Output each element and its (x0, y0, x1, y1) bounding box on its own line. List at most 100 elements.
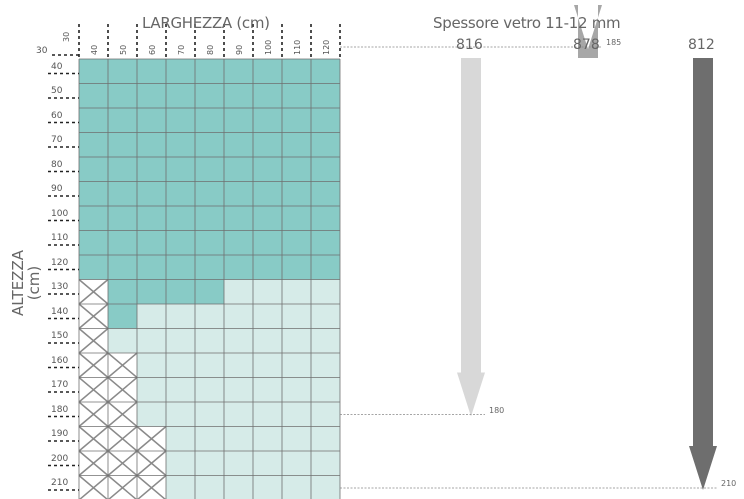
cross-line (107, 425, 138, 452)
grid-cell-dark (224, 59, 253, 84)
grid-cell-dark (108, 255, 137, 280)
grid-cell-dark (282, 108, 311, 133)
height-title-line2: (cm) (25, 265, 43, 301)
glass-thickness-label: Spessore vetro 11-12 mm (433, 14, 621, 32)
model-arrow-878 (574, 5, 602, 58)
grid-cell-dark (137, 59, 166, 84)
column-label-80: 80 (206, 44, 215, 55)
grid-cell-light (282, 353, 311, 378)
grid-cell-dark (282, 83, 311, 108)
grid-cell-dark (282, 255, 311, 280)
grid-cell-light (224, 451, 253, 476)
grid-cell-light (311, 328, 340, 353)
row-label-140: 140 (51, 306, 69, 317)
column-label-30: 30 (62, 31, 71, 42)
grid-cell-dark (253, 206, 282, 231)
cross-line (78, 278, 109, 305)
grid-cell-dark (166, 255, 195, 280)
grid-cell-light (195, 353, 224, 378)
grid-cell-light (282, 304, 311, 329)
grid-cell-dark (282, 157, 311, 182)
grid-cell-dark (253, 132, 282, 157)
grid-cell-light (195, 426, 224, 451)
grid-cell-dark (253, 59, 282, 84)
model-max-height-816: 180 (489, 405, 505, 415)
grid-cell-dark (79, 255, 108, 280)
grid-cell-light (137, 304, 166, 329)
origin-label: 30 (36, 46, 48, 56)
grid-cell-dark (166, 132, 195, 157)
width-title: LARGHEZZA (cm) (142, 14, 270, 32)
grid-cell-dark (108, 230, 137, 255)
grid-cell-light (137, 353, 166, 378)
grid-cell-light (195, 377, 224, 402)
grid-cell-light (224, 426, 253, 451)
grid-cell-dark (195, 206, 224, 231)
grid-cell-dark (224, 157, 253, 182)
cross-line (78, 401, 109, 428)
grid-cell-light (195, 475, 224, 499)
grid-cell-dark (224, 230, 253, 255)
cross-line (107, 376, 138, 403)
height-title: ALTEZZA (cm) (9, 248, 43, 318)
grid-cell-light (108, 328, 137, 353)
column-label-110: 110 (293, 39, 302, 55)
cross-line (79, 474, 109, 499)
cross-line (78, 376, 109, 403)
grid-cell-light (282, 377, 311, 402)
grid-cell-dark (137, 83, 166, 108)
grid-cell-light (166, 402, 195, 427)
grid-cell-dark (253, 108, 282, 133)
cross-line (78, 327, 109, 354)
grid-cell-light (282, 451, 311, 476)
grid-cell-light (311, 451, 340, 476)
grid-cell-dark (253, 83, 282, 108)
grid-cell-light (282, 475, 311, 499)
grid-cell-dark (195, 83, 224, 108)
column-label-40: 40 (90, 44, 99, 55)
grid-cell-light (311, 304, 340, 329)
grid-cell-light (311, 279, 340, 304)
row-label-50: 50 (51, 86, 63, 96)
row-label-60: 60 (51, 110, 63, 121)
grid-cell-dark (224, 255, 253, 280)
grid-cell-dark (137, 255, 166, 280)
grid-cell-dark (137, 108, 166, 133)
grid-cell-dark (311, 157, 340, 182)
grid-cell-dark (253, 157, 282, 182)
grid-cell-dark (224, 181, 253, 206)
grid-cell-dark (108, 304, 137, 329)
row-label-80: 80 (51, 159, 63, 170)
grid-cell-dark (195, 59, 224, 84)
grid-cell-light (195, 451, 224, 476)
grid-cell-dark (108, 132, 137, 157)
grid-cell-light (166, 475, 195, 499)
grid-cell-dark (137, 157, 166, 182)
grid-cell-light (311, 377, 340, 402)
grid-cell-dark (166, 206, 195, 231)
cross-line (107, 352, 138, 379)
grid-cell-light (311, 353, 340, 378)
grid-cell-light (282, 279, 311, 304)
grid-cell-light (224, 328, 253, 353)
grid-cell-dark (137, 206, 166, 231)
model-max-height-812: 210 (721, 479, 737, 488)
grid-cell-dark (195, 132, 224, 157)
grid-cell-light (253, 328, 282, 353)
grid-cell-light (166, 304, 195, 329)
column-label-50: 50 (119, 44, 128, 55)
grid-cell-dark (195, 255, 224, 280)
grid-cell-dark (166, 83, 195, 108)
row-label-210: 210 (51, 478, 69, 488)
row-label-90: 90 (51, 184, 63, 194)
grid-cell-dark (108, 206, 137, 231)
cross-line (78, 352, 109, 379)
grid-cell-dark (79, 181, 108, 206)
model-code-878: 878 (573, 37, 600, 53)
grid-cell-dark (311, 255, 340, 280)
grid-cell-light (282, 426, 311, 451)
cross-line (78, 425, 109, 452)
grid-cell-dark (108, 83, 137, 108)
grid-cell-dark (282, 181, 311, 206)
